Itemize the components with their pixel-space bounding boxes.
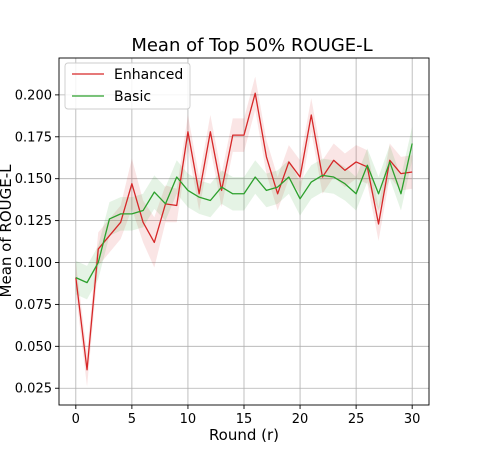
- band-enhanced: [75, 76, 413, 387]
- chart-title: Mean of Top 50% ROUGE-L: [131, 35, 372, 56]
- series-line-basic: [75, 143, 413, 284]
- y-tick-label-7: 0.200: [15, 88, 52, 103]
- y-tick-label-1: 0.050: [15, 340, 52, 355]
- x-tick-label-3: 15: [236, 412, 253, 427]
- y-tick-label-2: 0.075: [15, 298, 52, 313]
- x-tick-label-4: 20: [292, 412, 309, 427]
- x-tick-label-2: 10: [180, 412, 197, 427]
- x-axis-ticks: 0 5 10 15 20 25 30: [72, 405, 421, 427]
- legend: Enhanced Basic: [64, 62, 191, 110]
- x-tick-label-1: 5: [128, 412, 136, 427]
- y-axis-label: Mean of ROUGE-L: [0, 164, 15, 298]
- y-tick-label-6: 0.175: [15, 130, 52, 145]
- series-lines: [75, 92, 413, 371]
- y-tick-label-5: 0.150: [15, 172, 52, 187]
- y-tick-label-4: 0.125: [15, 214, 52, 229]
- x-tick-label-0: 0: [72, 412, 80, 427]
- confidence-bands: [75, 76, 413, 387]
- band-basic: [75, 126, 413, 300]
- legend-label-basic: Basic: [114, 89, 151, 105]
- series-line-enhanced: [75, 92, 413, 371]
- y-axis-ticks: 0.025 0.050 0.075 0.100 0.125 0.150 0.175 0.200: [15, 88, 59, 397]
- x-tick-label-6: 30: [404, 412, 421, 427]
- y-tick-label-3: 0.100: [15, 256, 52, 271]
- x-axis-label: Round (r): [209, 426, 279, 444]
- y-tick-label-0: 0.025: [15, 382, 52, 397]
- x-tick-label-5: 25: [348, 412, 365, 427]
- legend-label-enhanced: Enhanced: [114, 67, 183, 83]
- grid: [59, 58, 429, 405]
